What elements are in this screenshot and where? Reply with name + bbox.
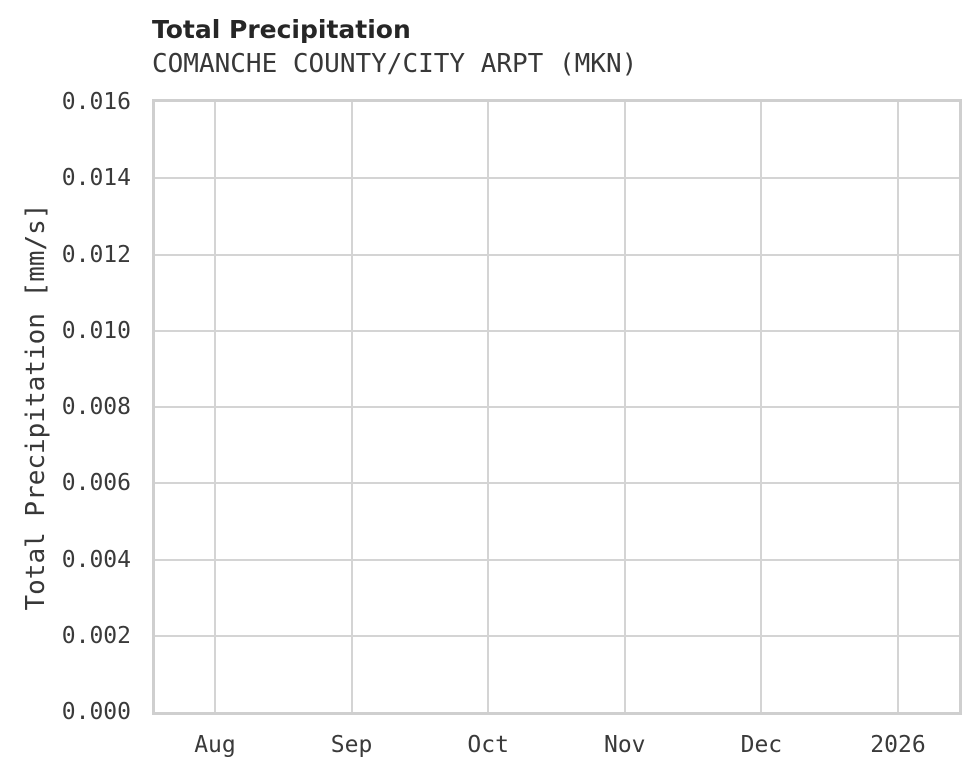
x-gridline-2026 <box>896 102 899 712</box>
plot-area <box>152 99 962 715</box>
x-tick-label-Oct: Oct <box>467 732 509 758</box>
x-tick-label-Dec: Dec <box>740 732 783 758</box>
x-tick-label-2026: 2026 <box>870 732 926 758</box>
y-gridline-0.002 <box>155 634 959 637</box>
y-tick-label-0.010: 0.010 <box>61 317 131 344</box>
x-gridline-Nov <box>623 102 626 712</box>
x-tick-label-Nov: Nov <box>603 732 646 758</box>
y-tick-label-0.000: 0.000 <box>61 699 131 725</box>
x-gridline-Dec <box>760 102 763 712</box>
y-tick-label-0.008: 0.008 <box>61 394 131 420</box>
chart-subtitle: COMANCHE COUNTY/CITY ARPT (MKN) <box>152 49 638 79</box>
y-gridline-0.004 <box>155 558 959 561</box>
y-gridline-0.006 <box>155 482 959 485</box>
x-tick-label-Aug: Aug <box>194 732 236 758</box>
y-gridline-0.014 <box>155 177 959 180</box>
y-tick-label-0.016: 0.016 <box>61 89 131 115</box>
y-tick-label-0.012: 0.012 <box>61 241 131 268</box>
y-gridline-0.008 <box>155 406 959 408</box>
x-tick-label-Sep: Sep <box>330 732 373 758</box>
y-gridline-0.012 <box>155 253 959 256</box>
y-gridline-0.010 <box>155 329 959 332</box>
y-tick-label-0.002: 0.002 <box>61 622 131 649</box>
y-tick-label-0.004: 0.004 <box>61 546 131 573</box>
chart-title: Total Precipitation <box>152 15 411 44</box>
x-gridline-Aug <box>213 102 216 712</box>
y-tick-label-0.014: 0.014 <box>61 165 131 192</box>
x-gridline-Oct <box>487 102 490 712</box>
x-gridline-Sep <box>350 102 353 712</box>
y-tick-label-0.006: 0.006 <box>61 470 131 497</box>
